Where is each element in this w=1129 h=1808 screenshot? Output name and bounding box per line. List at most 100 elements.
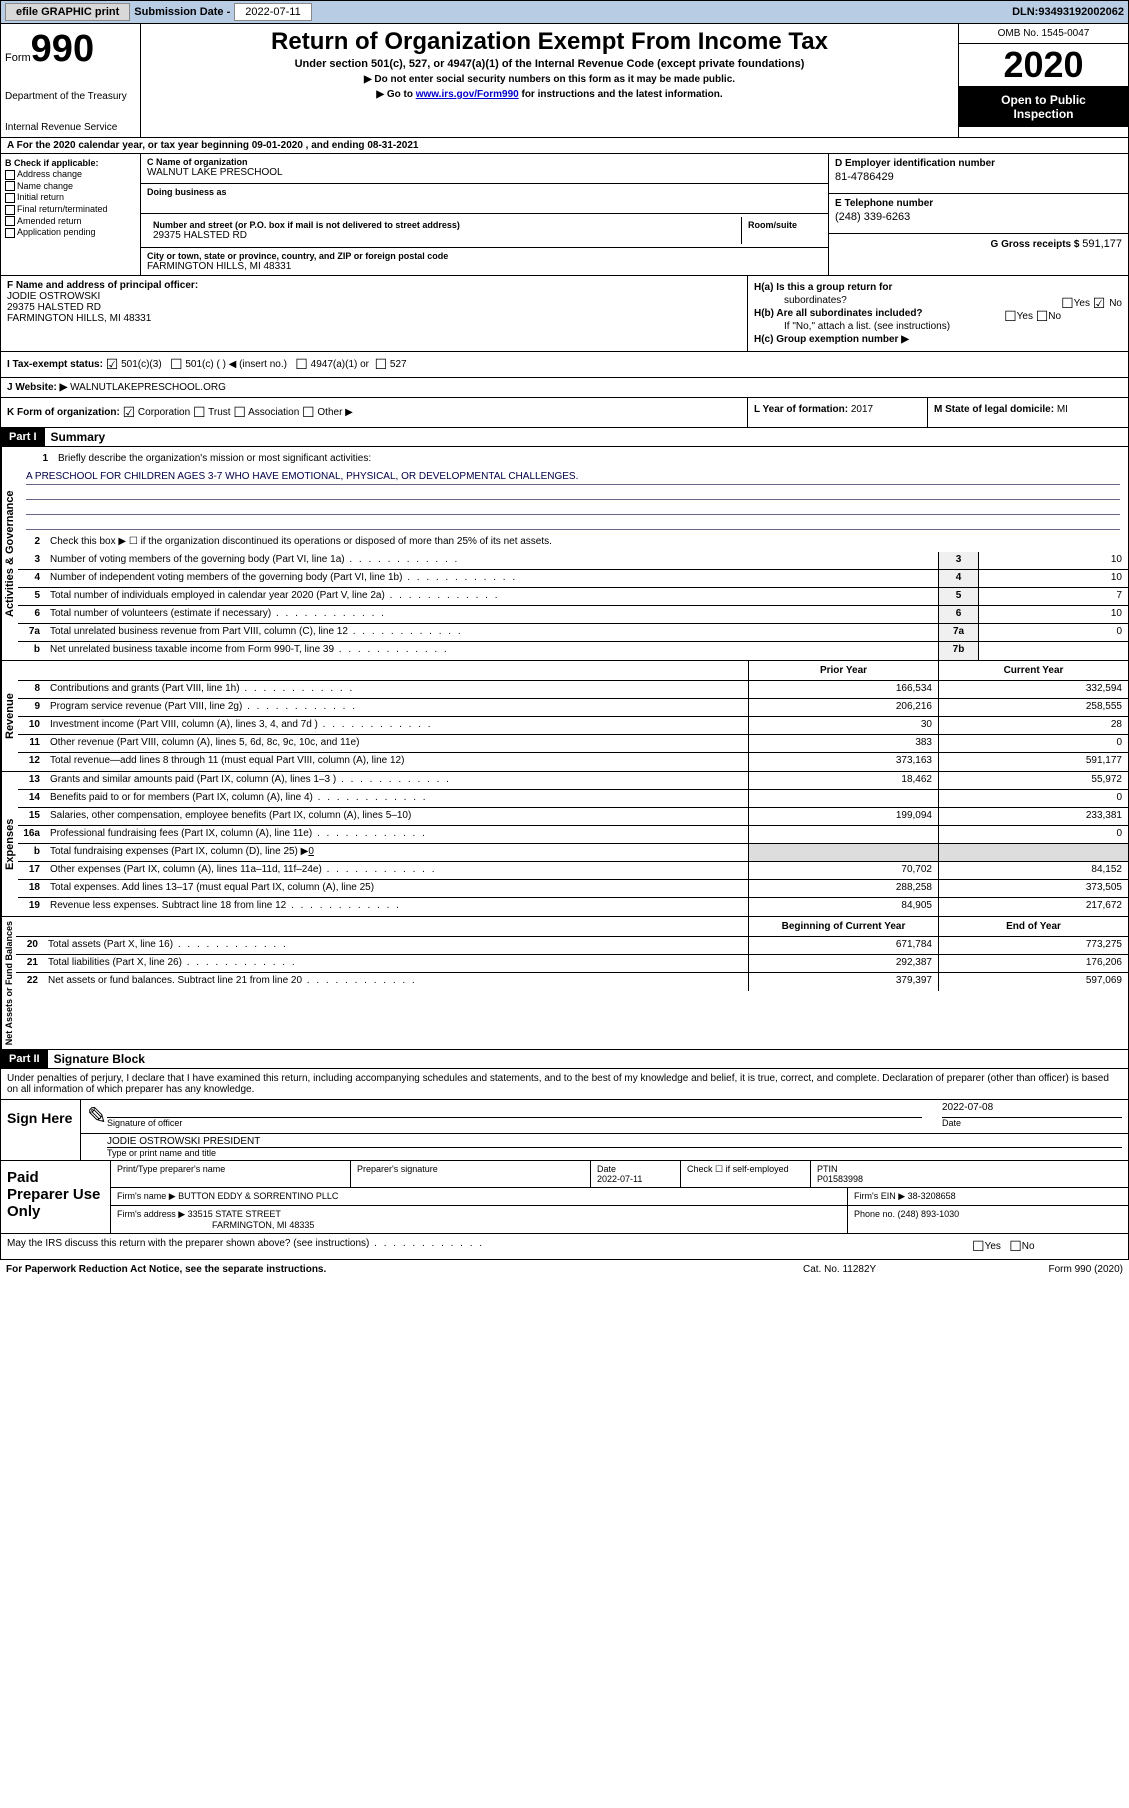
addr-value: 29375 HALSTED RD — [153, 230, 735, 241]
row-j: J Website: ▶ WALNUTLAKEPRESCHOOL.ORG — [0, 378, 1129, 398]
discuss-yes[interactable]: ☐ — [972, 1238, 985, 1254]
chk-amended[interactable] — [5, 216, 15, 226]
prep-selfemp: Check ☐ if self-employed — [681, 1161, 811, 1187]
form-subtitle: Under section 501(c), 527, or 4947(a)(1)… — [149, 58, 950, 70]
prep-sig-label: Preparer's signature — [357, 1164, 584, 1174]
website-label: J Website: ▶ — [7, 382, 67, 393]
ha-sub: subordinates? — [784, 295, 847, 306]
officer-addr2: FARMINGTON HILLS, MI 48331 — [7, 313, 741, 324]
firm-addr1: 33515 STATE STREET — [188, 1209, 281, 1219]
chk-501c[interactable]: ☐ — [170, 356, 183, 372]
l15-text: Salaries, other compensation, employee b… — [46, 808, 748, 825]
officer-addr1: 29375 HALSTED RD — [7, 302, 741, 313]
l12-curr: 591,177 — [938, 753, 1128, 771]
gross-label: G Gross receipts $ — [991, 239, 1083, 250]
l20-begin: 671,784 — [748, 937, 938, 954]
footer: For Paperwork Reduction Act Notice, see … — [0, 1260, 1129, 1279]
prep-name-label: Print/Type preparer's name — [117, 1164, 344, 1174]
l7b-value — [978, 642, 1128, 660]
firm-phone: (248) 893-1030 — [898, 1209, 960, 1219]
l17-curr: 84,152 — [938, 862, 1128, 879]
prep-date-label: Date — [597, 1164, 674, 1174]
irs-link[interactable]: www.irs.gov/Form990 — [416, 89, 519, 100]
opt-501c3: 501(c)(3) — [121, 359, 162, 370]
chk-other[interactable]: ☐ — [302, 404, 315, 420]
chk-initial[interactable] — [5, 193, 15, 203]
form-title: Return of Organization Exempt From Incom… — [149, 28, 950, 56]
discuss-row: May the IRS discuss this return with the… — [0, 1234, 1129, 1260]
box-b: B Check if applicable: Address change Na… — [1, 154, 141, 275]
chk-assoc[interactable]: ☐ — [233, 404, 246, 420]
firm-name: BUTTON EDDY & SORRENTINO PLLC — [178, 1191, 338, 1201]
l15-curr: 233,381 — [938, 808, 1128, 825]
part1-header: Part I Summary — [0, 428, 1129, 447]
chk-pending[interactable] — [5, 228, 15, 238]
sign-date: 2022-07-08 — [942, 1102, 1122, 1118]
dept-irs: Internal Revenue Service — [5, 122, 136, 133]
domicile-label: M State of legal domicile: — [934, 404, 1057, 415]
chk-address[interactable] — [5, 170, 15, 180]
part2-header: Part II Signature Block — [0, 1050, 1129, 1069]
l7a-value: 0 — [978, 624, 1128, 641]
footer-formver: Form 990 (2020) — [983, 1264, 1123, 1275]
topbar: efile GRAPHIC print Submission Date - 20… — [0, 0, 1129, 24]
l3-text: Number of voting members of the governin… — [46, 552, 938, 569]
l11-curr: 0 — [938, 735, 1128, 752]
chk-final[interactable] — [5, 205, 15, 215]
l14-curr: 0 — [938, 790, 1128, 807]
room-label: Room/suite — [748, 220, 816, 230]
chk-501c3[interactable]: ☑ — [106, 356, 119, 372]
l18-text: Total expenses. Add lines 13–17 (must eq… — [46, 880, 748, 897]
revenue-block: Revenue Prior Year Current Year 8Contrib… — [0, 661, 1129, 772]
addr-label: Number and street (or P.O. box if mail i… — [153, 220, 735, 230]
chk-527[interactable]: ☐ — [375, 356, 388, 372]
hc-label: H(c) Group exemption number ▶ — [754, 334, 909, 345]
org-name-label: C Name of organization — [147, 157, 822, 167]
chk-4947[interactable]: ☐ — [295, 356, 308, 372]
discuss-no[interactable]: ☐ — [1009, 1238, 1022, 1254]
instr-2: ▶ Go to www.irs.gov/Form990 for instruct… — [149, 89, 950, 100]
l5-value: 7 — [978, 588, 1128, 605]
open-to-public: Open to Public Inspection — [959, 87, 1128, 127]
chk-trust[interactable]: ☐ — [193, 404, 206, 420]
l2-text: Check this box ▶ ☐ if the organization d… — [46, 534, 1128, 552]
l22-text: Net assets or fund balances. Subtract li… — [44, 973, 748, 991]
l7a-text: Total unrelated business revenue from Pa… — [46, 624, 938, 641]
mission-blank2 — [26, 500, 1120, 515]
chk-final-label: Final return/terminated — [17, 204, 108, 214]
officer-label: F Name and address of principal officer: — [7, 280, 741, 291]
phone-label: E Telephone number — [835, 198, 1122, 209]
city-label: City or town, state or province, country… — [147, 251, 822, 261]
ptin-label: PTIN — [817, 1164, 1122, 1174]
l19-text: Revenue less expenses. Subtract line 18 … — [46, 898, 748, 916]
officer-signature[interactable] — [107, 1102, 922, 1118]
l16a-text: Professional fundraising fees (Part IX, … — [46, 826, 748, 843]
l19-prior: 84,905 — [748, 898, 938, 916]
l1-label: Briefly describe the organization's miss… — [54, 451, 1120, 469]
mission-blank3 — [26, 515, 1120, 530]
l11-prior: 383 — [748, 735, 938, 752]
efile-print-button[interactable]: efile GRAPHIC print — [5, 3, 130, 21]
chk-initial-label: Initial return — [17, 192, 64, 202]
opt-assoc: Association — [248, 407, 299, 418]
l13-curr: 55,972 — [938, 772, 1128, 789]
hb-note: If "No," attach a list. (see instruction… — [754, 321, 1122, 332]
header-right: OMB No. 1545-0047 2020 Open to Public In… — [958, 24, 1128, 137]
chk-corp[interactable]: ☑ — [123, 404, 136, 420]
current-year-header: Current Year — [938, 661, 1128, 680]
instr2-post: for instructions and the latest informat… — [519, 89, 723, 100]
prior-year-header: Prior Year — [748, 661, 938, 680]
l10-text: Investment income (Part VIII, column (A)… — [46, 717, 748, 734]
open-2: Inspection — [963, 107, 1124, 121]
l9-curr: 258,555 — [938, 699, 1128, 716]
row-fh: F Name and address of principal officer:… — [0, 276, 1129, 352]
opt-527: 527 — [390, 359, 407, 370]
l6-text: Total number of volunteers (estimate if … — [46, 606, 938, 623]
side-expenses: Expenses — [1, 772, 18, 916]
box-c: C Name of organization WALNUT LAKE PRESC… — [141, 154, 828, 275]
l15-prior: 199,094 — [748, 808, 938, 825]
chk-name[interactable] — [5, 181, 15, 191]
opt-other: Other ▶ — [317, 407, 352, 418]
firm-addr2: FARMINGTON, MI 48335 — [117, 1220, 314, 1230]
part1-badge: Part I — [1, 428, 45, 446]
